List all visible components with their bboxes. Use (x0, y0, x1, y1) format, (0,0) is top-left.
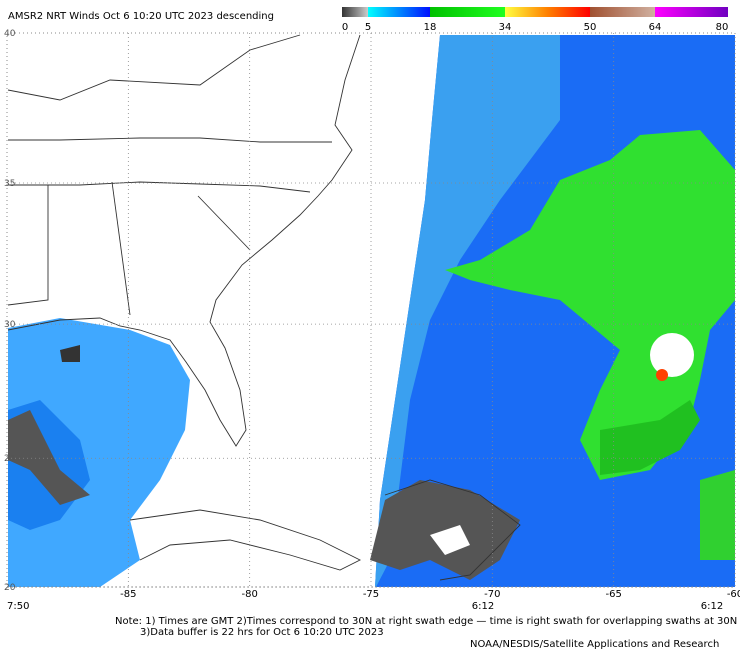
colorbar-label: 34 (499, 22, 512, 33)
lon-label: -70 (484, 589, 500, 600)
note-line: 3)Data buffer is 22 hrs for Oct 6 10:20 … (140, 627, 384, 638)
title: AMSR2 NRT Winds Oct 6 10:20 UTC 2023 des… (8, 11, 274, 22)
colorbar-segment (505, 7, 590, 17)
colorbar-label: 18 (424, 22, 437, 33)
colorbar-segment (342, 7, 368, 17)
note-line: Note: 1) Times are GMT 2)Times correspon… (115, 616, 737, 627)
colorbar-segment (368, 7, 430, 17)
lat-label: 35 (4, 179, 15, 189)
swath-time: 7:50 (7, 601, 29, 612)
map-frame (6, 32, 736, 588)
colorbar-label: 0 (342, 22, 348, 33)
lat-label: 25 (4, 454, 15, 464)
colorbar-segment (590, 7, 655, 17)
colorbar-label: 80 (716, 22, 729, 33)
lat-label: 30 (4, 320, 16, 330)
lat-label: 20 (4, 583, 16, 593)
credit: NOAA/NESDIS/Satellite Applications and R… (470, 639, 719, 650)
colorbar-label: 5 (365, 22, 371, 33)
swath-time: 6:12 (472, 601, 494, 612)
lon-label: -65 (605, 589, 621, 600)
colorbar-segment (430, 7, 505, 17)
lon-label: -60 (727, 589, 740, 600)
colorbar-label: 50 (584, 22, 597, 33)
colorbar: 0 5 18 34 50 64 80 (342, 7, 729, 33)
lon-label: -80 (241, 589, 257, 600)
lon-label: -75 (363, 589, 379, 600)
swath-time: 6:12 (701, 601, 723, 612)
lon-label: -85 (120, 589, 136, 600)
colorbar-label: 64 (649, 22, 662, 33)
lat-label: 40 (4, 29, 16, 39)
colorbar-segment (655, 7, 728, 17)
